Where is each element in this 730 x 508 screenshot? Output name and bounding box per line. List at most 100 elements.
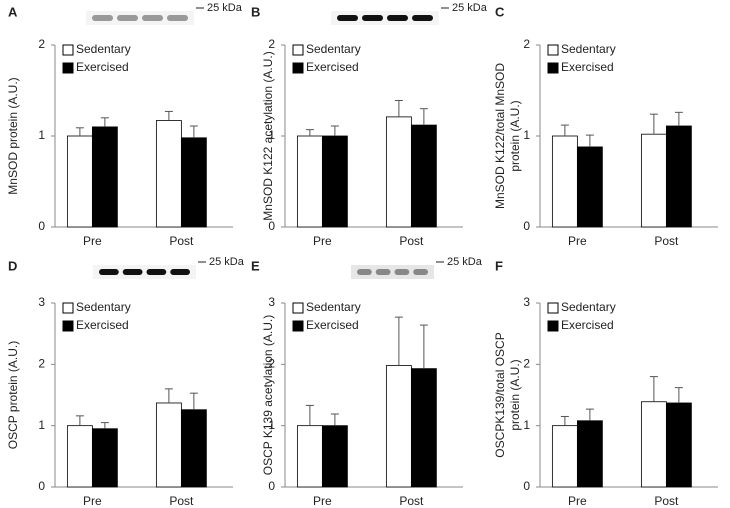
- error-bar: [330, 413, 339, 426]
- bar: [91, 126, 118, 228]
- bar: [91, 428, 118, 488]
- legend-swatch: [547, 44, 559, 56]
- western-blot: [93, 265, 196, 279]
- blot-band: [122, 269, 143, 275]
- error-bar: [674, 387, 683, 403]
- error-bar: [419, 324, 428, 369]
- bar: [551, 135, 578, 228]
- error-bar: [305, 404, 314, 426]
- y-axis-label: OSCP K139 acetylation (A.U.): [261, 315, 275, 476]
- bar: [551, 425, 578, 488]
- error-bar: [75, 127, 84, 136]
- legend-swatch: [62, 302, 74, 314]
- error-bar: [394, 100, 403, 117]
- bar: [410, 124, 437, 228]
- x-tick-label: Post: [169, 494, 194, 508]
- legend-swatch: [62, 62, 74, 74]
- y-tick-label: 2: [523, 357, 530, 371]
- legend-label: Sedentary: [306, 42, 361, 56]
- blot-band: [337, 15, 358, 21]
- legend-label: Sedentary: [561, 42, 616, 56]
- panel-label: B: [251, 4, 260, 19]
- x-tick-label: Pre: [83, 494, 102, 508]
- legend-label: Sedentary: [76, 42, 131, 56]
- legend-label: Sedentary: [76, 300, 131, 314]
- blot-band: [362, 15, 383, 21]
- y-tick-label: 1: [268, 418, 275, 432]
- y-axis-label: MnSOD K122/total MnSOD: [493, 63, 507, 209]
- bar: [665, 125, 692, 228]
- kda-label: 25 kDa: [207, 2, 243, 14]
- legend-swatch: [62, 44, 74, 56]
- y-tick-label: 0: [268, 219, 275, 233]
- blot-band: [412, 15, 433, 21]
- error-bar: [394, 316, 403, 366]
- blot-band: [413, 269, 428, 275]
- bar: [321, 135, 348, 228]
- x-tick-label: Pre: [83, 234, 102, 248]
- bar: [385, 116, 412, 228]
- y-tick-label: 1: [268, 128, 275, 142]
- error-bar: [674, 111, 683, 126]
- kda-label: 25 kDa: [452, 2, 488, 14]
- blot-band: [387, 15, 408, 21]
- bar: [296, 425, 323, 488]
- blot-band: [146, 269, 167, 275]
- error-bar: [560, 415, 569, 426]
- y-tick-label: 3: [523, 295, 530, 309]
- y-tick-label: 0: [38, 219, 45, 233]
- legend-swatch: [292, 302, 304, 314]
- x-tick-label: Pre: [568, 234, 587, 248]
- bar: [385, 365, 412, 488]
- panel-label: F: [495, 258, 503, 273]
- kda-label: 25 kDa: [447, 256, 483, 268]
- bar: [296, 135, 323, 228]
- blot-bg: [86, 11, 194, 25]
- bar: [576, 146, 603, 228]
- western-blot: [331, 11, 439, 25]
- error-bar: [585, 134, 594, 147]
- y-tick-label: 2: [38, 37, 45, 51]
- y-tick-label: 2: [38, 357, 45, 371]
- panel-label: A: [8, 4, 18, 19]
- blot-band: [394, 269, 410, 275]
- error-bar: [305, 129, 314, 136]
- blot-band: [375, 269, 391, 275]
- bar: [665, 402, 692, 488]
- legend-label: Exercised: [76, 318, 129, 332]
- legend-swatch: [292, 44, 304, 56]
- panel-label: E: [251, 258, 260, 273]
- x-tick-label: Post: [399, 234, 424, 248]
- bar: [180, 137, 207, 228]
- legend-label: Exercised: [561, 60, 614, 74]
- error-bar: [100, 117, 109, 127]
- y-axis-label: protein (A.U.): [508, 100, 522, 171]
- legend-label: Exercised: [561, 318, 614, 332]
- legend-swatch: [62, 320, 74, 332]
- error-bar: [164, 110, 173, 121]
- legend-swatch: [292, 320, 304, 332]
- error-bar: [75, 415, 84, 426]
- legend-label: Sedentary: [306, 300, 361, 314]
- legend-swatch: [547, 302, 559, 314]
- y-axis-label: MnSOD K122 acetylation (A.U.): [261, 51, 275, 220]
- blot-band: [117, 15, 138, 21]
- y-tick-label: 2: [268, 357, 275, 371]
- blot-band: [170, 269, 190, 275]
- bar: [66, 425, 93, 488]
- error-bar: [100, 422, 109, 429]
- blot-band: [142, 15, 163, 21]
- x-tick-label: Post: [169, 234, 194, 248]
- blot-band: [92, 15, 113, 21]
- y-tick-label: 0: [268, 479, 275, 493]
- error-bar: [649, 376, 658, 402]
- y-tick-label: 1: [38, 128, 45, 142]
- legend-label: Exercised: [306, 318, 359, 332]
- y-tick-label: 1: [38, 418, 45, 432]
- legend-swatch: [292, 62, 304, 74]
- error-bar: [189, 392, 198, 410]
- y-tick-label: 3: [38, 295, 45, 309]
- western-blot: [86, 11, 194, 25]
